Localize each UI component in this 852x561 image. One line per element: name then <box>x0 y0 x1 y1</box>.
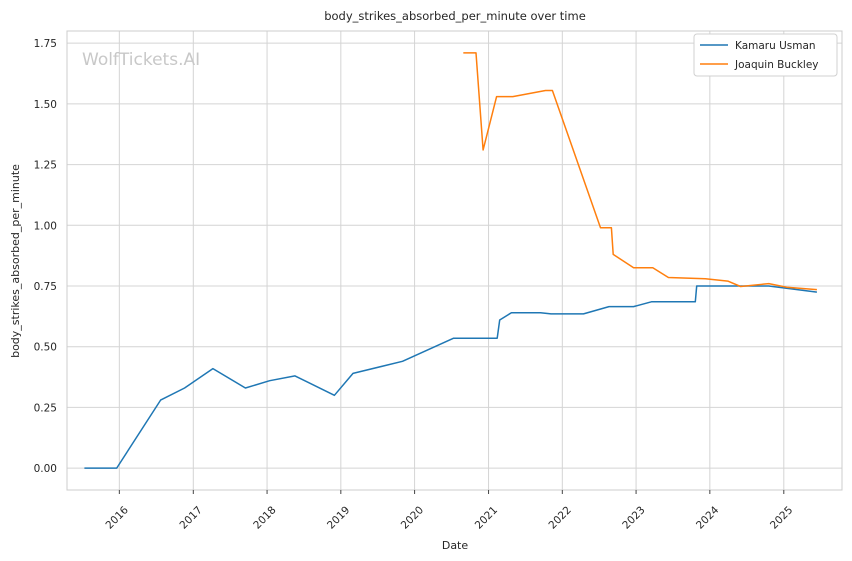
legend-box <box>693 33 838 77</box>
x-tick-label: 2022 <box>546 504 573 531</box>
x-tick-label: 2017 <box>177 504 204 531</box>
series-line <box>463 52 817 291</box>
y-axis-label: body_strikes_absorbed_per_minute <box>9 164 22 358</box>
y-tick-label: 1.50 <box>34 99 57 111</box>
chart-title: body_strikes_absorbed_per_minute over ti… <box>324 9 586 23</box>
y-tick-label: 0.00 <box>34 463 57 475</box>
x-axis-ticks: 2016 2017 2018 2019 2020 2021 2022 2023 2024 2025 <box>104 490 795 532</box>
watermark: WolfTickets.AI <box>82 50 200 70</box>
y-axis-ticks: 0.00 0.25 0.50 0.75 1.00 1.25 1.50 1.75 <box>34 38 57 475</box>
y-tick-label: 0.25 <box>34 402 57 414</box>
x-tick-label: 2019 <box>325 504 352 531</box>
plot-frame <box>66 30 843 491</box>
y-tick-label: 1.75 <box>34 38 57 50</box>
x-tick-label: 2024 <box>694 504 722 532</box>
x-tick-label: 2025 <box>768 504 795 531</box>
x-tick-label: 2023 <box>620 504 647 531</box>
grid <box>67 31 842 490</box>
x-tick-label: 2016 <box>104 504 132 532</box>
x-tick-label: 2020 <box>399 504 426 531</box>
legend: Kamaru Usman Joaquin Buckley <box>693 33 838 77</box>
x-axis-label: Date <box>442 539 469 552</box>
series-line <box>84 285 817 469</box>
y-tick-label: 0.75 <box>34 281 57 293</box>
y-tick-label: 0.50 <box>34 342 57 354</box>
y-tick-label: 1.25 <box>34 160 57 172</box>
legend-label: Joaquin Buckley <box>734 59 819 71</box>
series-lines <box>84 52 817 469</box>
legend-label: Kamaru Usman <box>735 40 816 52</box>
x-tick-label: 2018 <box>251 504 278 531</box>
x-tick-label: 2021 <box>473 504 500 531</box>
y-tick-label: 1.00 <box>34 220 57 232</box>
